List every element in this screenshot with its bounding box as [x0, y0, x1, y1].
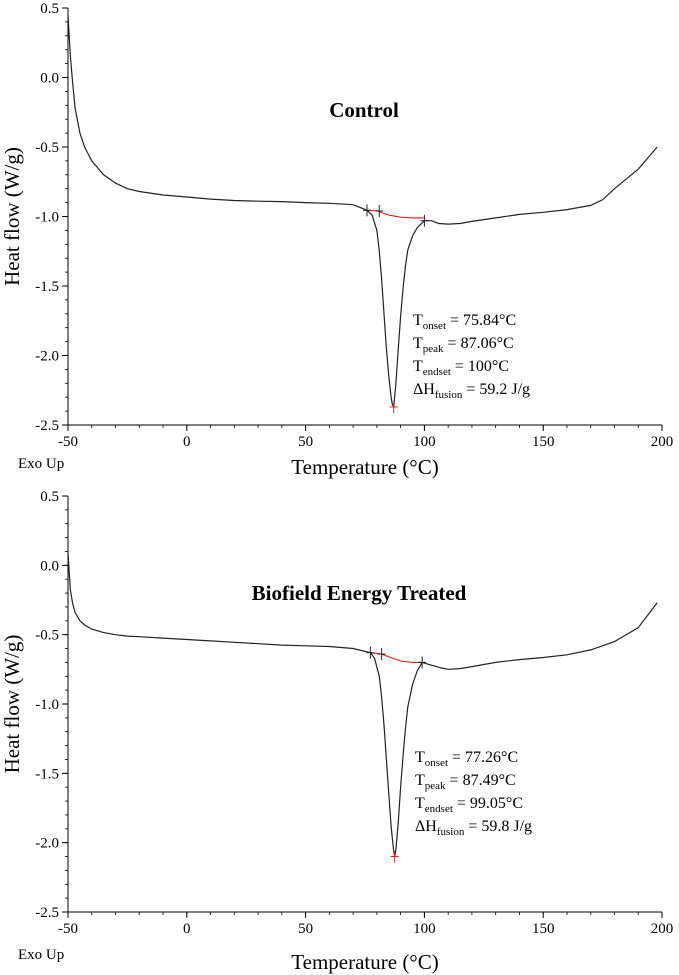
- y-tick-label: -1.0: [35, 210, 59, 226]
- annotation-peak: Tpeak = 87.49°C: [415, 772, 516, 792]
- y-axis-label: Heat flow (W/g): [0, 147, 24, 286]
- annotation-peak: Tpeak = 87.06°C: [413, 335, 514, 355]
- x-tick-label: 200: [651, 921, 674, 937]
- y-tick-label: -0.5: [35, 140, 59, 156]
- y-axis-label: Heat flow (W/g): [0, 635, 24, 774]
- y-tick-label: 0.5: [40, 489, 59, 505]
- y-tick-label: -2.5: [35, 905, 59, 921]
- x-tick-label: 50: [298, 434, 313, 450]
- x-tick-label: 100: [413, 921, 436, 937]
- x-tick-label: 150: [532, 921, 555, 937]
- x-tick-label: 0: [183, 434, 191, 450]
- y-tick-label: 0.0: [40, 71, 59, 87]
- annotation-endset: Tendset = 100°C: [413, 358, 509, 378]
- annotation-onset: Tonset = 75.84°C: [413, 312, 516, 332]
- y-tick-label: -1.0: [35, 697, 59, 713]
- x-tick-label: 100: [413, 434, 436, 450]
- y-tick-label: -2.5: [35, 418, 59, 434]
- y-tick-label: -2.0: [35, 836, 59, 852]
- integration-baseline: [366, 209, 425, 219]
- annotation-fusion: ΔHfusion = 59.8 J/g: [415, 818, 532, 838]
- chart-title: Control: [329, 98, 399, 122]
- y-tick-label: -2.0: [35, 349, 59, 365]
- x-tick-label: -50: [58, 921, 78, 937]
- x-tick-label: 200: [651, 434, 674, 450]
- heat-flow-curve: [67, 14, 658, 409]
- chart-control: 0.5 0.0 -0.5 -1.0 -1.5 -2.0 -2.5-50 0 50 100 150 20…: [0, 1, 673, 479]
- y-tick-label: 0.0: [40, 558, 59, 574]
- x-tick-label: 0: [183, 921, 191, 937]
- exo-up-label: Exo Up: [18, 456, 64, 472]
- chart-title: Biofield Energy Treated: [252, 581, 467, 605]
- y-tick-label: -1.5: [35, 766, 59, 782]
- exo-up-label: Exo Up: [18, 947, 64, 963]
- annotation-endset: Tendset = 99.05°C: [415, 795, 523, 815]
- x-axis-label: Temperature (°C): [291, 455, 438, 479]
- x-tick-label: 150: [532, 434, 555, 450]
- y-tick-label: 0.5: [40, 1, 59, 17]
- x-tick-label: 50: [298, 921, 313, 937]
- x-axis-label: Temperature (°C): [291, 950, 438, 974]
- heat-flow-curve: [67, 551, 658, 857]
- annotation-onset: Tonset = 77.26°C: [415, 749, 518, 769]
- chart-treated: 0.5 0.0 -0.5 -1.0 -1.5 -2.0 -2.5-50 0 50 100 150 20…: [0, 489, 673, 974]
- annotation-fusion: ΔHfusion = 59.2 J/g: [413, 381, 530, 401]
- y-tick-label: -1.5: [35, 279, 59, 295]
- x-tick-label: -50: [58, 434, 78, 450]
- y-tick-label: -0.5: [35, 628, 59, 644]
